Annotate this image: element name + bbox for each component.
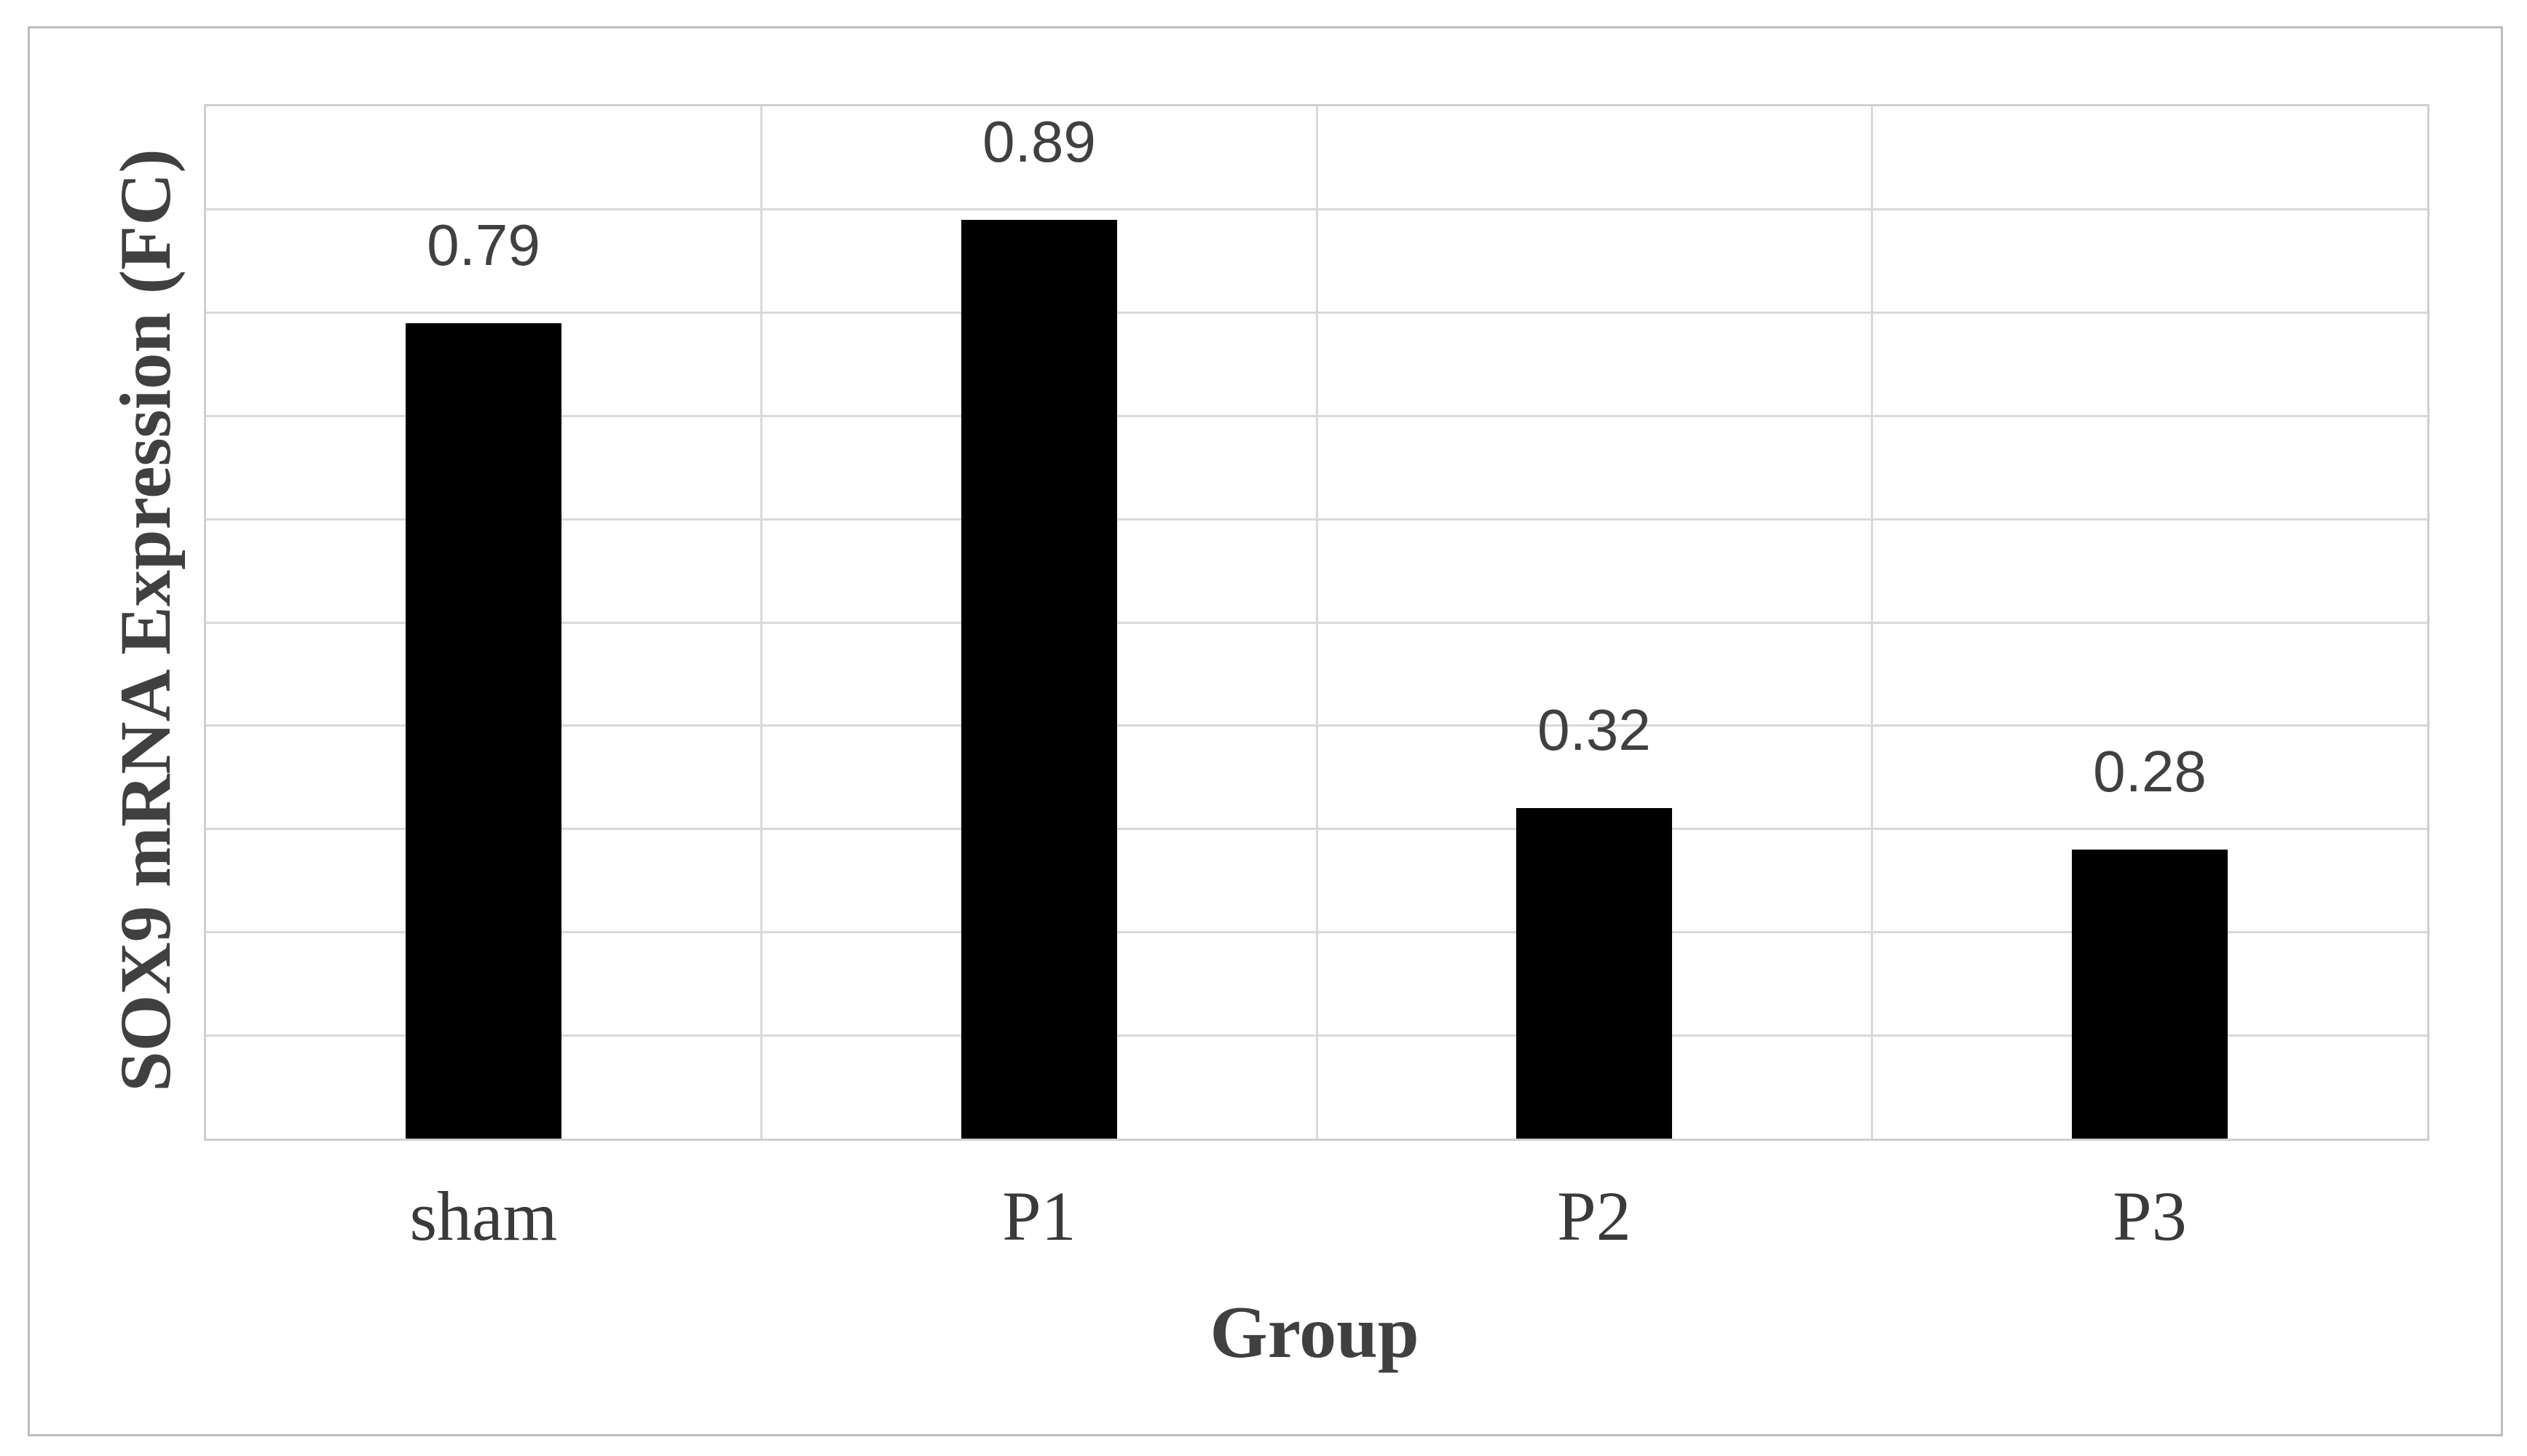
- plot-area: 0.79 0.89 0.32 0.28: [204, 104, 2429, 1141]
- gridline-v: [1315, 106, 1318, 1139]
- gridline-v: [760, 106, 762, 1139]
- data-label-P3: 0.28: [2093, 739, 2207, 804]
- x-tick-label-P2: P2: [1557, 1177, 1631, 1255]
- bar-P2: [1516, 808, 1672, 1139]
- bar-P3: [2072, 850, 2228, 1139]
- data-label-sham: 0.79: [427, 213, 540, 277]
- x-tick-label-P1: P1: [1002, 1177, 1076, 1255]
- data-label-P2: 0.32: [1537, 697, 1651, 762]
- gridline-v: [1871, 106, 1873, 1139]
- y-axis-title: SOX9 mRNA Expression (FC): [105, 149, 186, 1092]
- x-tick-label-sham: sham: [409, 1177, 558, 1255]
- data-label-P1: 0.89: [982, 109, 1096, 174]
- bar-sham: [406, 323, 561, 1139]
- x-axis-title: Group: [1210, 1291, 1419, 1374]
- x-tick-label-P3: P3: [2113, 1177, 2187, 1255]
- bar-P1: [961, 220, 1117, 1139]
- chart-figure: 0.79 0.89 0.32 0.28 sham P1 P2 P3 Group SOX9 m…: [28, 26, 2503, 1436]
